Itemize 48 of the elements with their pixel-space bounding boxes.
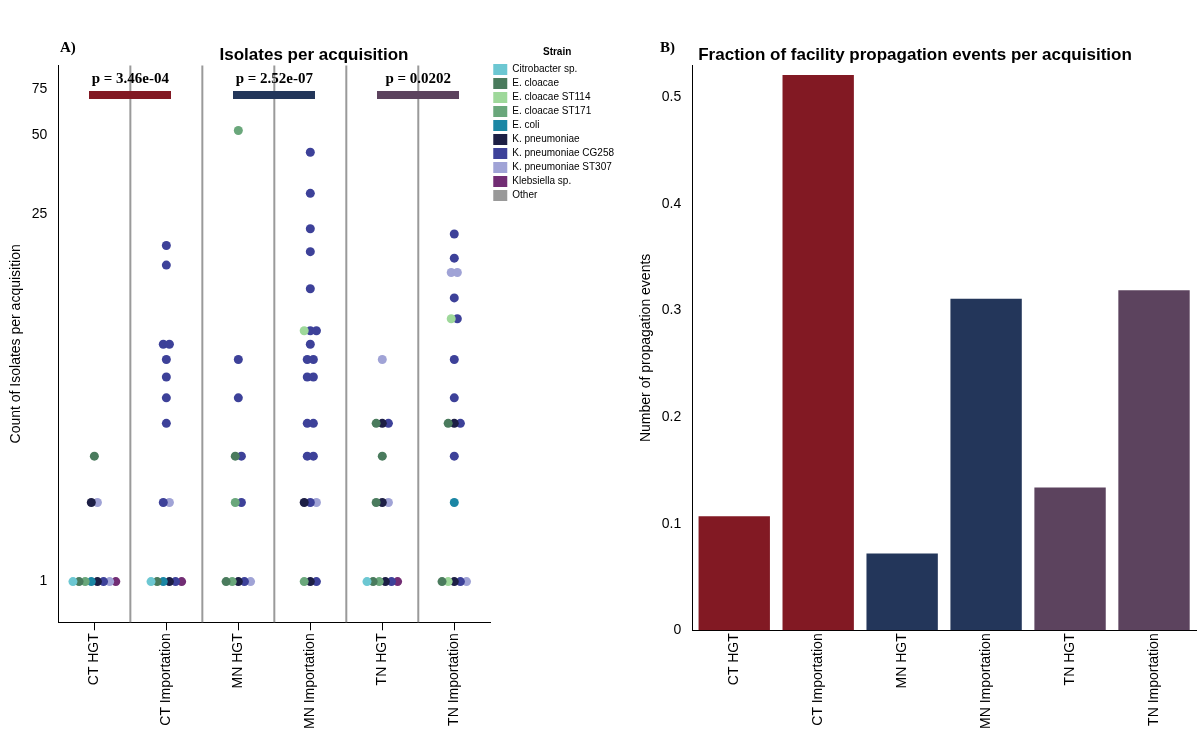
legend-label: E. coli — [512, 119, 540, 131]
x-tick-label: TN HGT — [373, 632, 390, 686]
legend-label: Klebsiella sp. — [512, 175, 572, 187]
x-tick-label: MN Importation — [976, 633, 993, 730]
chart-title: Fraction of facility propagation events per acquisition — [698, 44, 1132, 64]
annotation: p = 3.46e-04 — [91, 69, 170, 86]
y-axis-title: Number of propagation events — [637, 253, 654, 443]
bar — [1118, 290, 1190, 631]
y-tick-label: 0.3 — [661, 301, 682, 318]
y-axis-title: Count of Isolates per acquisition — [7, 244, 24, 444]
legend-label: E. cloacae — [512, 77, 560, 89]
legend-label: E. cloacae ST114 — [512, 91, 591, 103]
x-tick-label: MN HGT — [229, 632, 246, 689]
y-tick-label: 50 — [31, 125, 48, 142]
x-tick-label: CT HGT — [85, 632, 102, 686]
x-tick-label: TN HGT — [1060, 632, 1077, 686]
legend-label: Other — [512, 189, 538, 201]
legend-label: E. cloacae ST171 — [512, 105, 592, 117]
legend-title: Strain — [542, 45, 572, 57]
legend-label: Citrobacter sp. — [512, 63, 578, 75]
x-tick-label: TN Importation — [445, 633, 462, 726]
x-tick-label: TN Importation — [1144, 633, 1161, 726]
legend-label: K. pneumoniae CG258 — [512, 147, 615, 159]
text: A) — [60, 38, 76, 56]
y-tick-label: 0.4 — [661, 194, 682, 211]
bar — [866, 553, 938, 631]
bar — [698, 516, 770, 631]
y-tick-label: 0.1 — [661, 514, 682, 531]
bar — [950, 298, 1022, 631]
chart-title: Isolates per acquisition — [219, 44, 409, 64]
legend-label: K. pneumoniae — [512, 133, 580, 145]
x-tick-label: MN Importation — [301, 633, 318, 730]
y-tick-label: 0 — [673, 621, 682, 638]
x-tick-label: MN HGT — [893, 632, 910, 689]
y-tick-label: 25 — [31, 204, 48, 221]
y-tick-label: 75 — [31, 79, 48, 96]
annotation: p = 0.0202 — [385, 69, 452, 86]
bar — [782, 74, 854, 631]
y-tick-label: 1 — [39, 572, 48, 589]
x-tick-label: CT HGT — [725, 632, 742, 686]
text: B) — [660, 38, 675, 56]
y-tick-label: 0.2 — [661, 407, 682, 424]
bar — [1034, 487, 1106, 631]
x-tick-label: CT Importation — [809, 633, 826, 726]
x-tick-label: CT Importation — [157, 633, 174, 726]
legend-label: K. pneumoniae ST307 — [512, 161, 613, 173]
annotation: p = 2.52e-07 — [235, 69, 314, 86]
y-tick-label: 0.5 — [661, 88, 682, 105]
